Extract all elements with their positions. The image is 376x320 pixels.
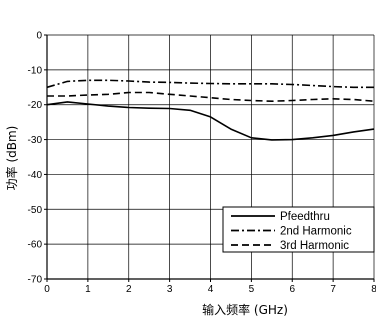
x-tick-label: 4	[208, 284, 214, 295]
y-tick-label: -40	[28, 170, 43, 181]
y-tick-label: -50	[28, 205, 43, 216]
x-tick-label: 8	[371, 284, 376, 295]
series-line-pfeedthru	[46, 101, 375, 141]
x-tick-label: 0	[44, 284, 50, 295]
axes	[44, 34, 375, 282]
y-tick-label: 0	[36, 31, 42, 42]
x-tick-label: 7	[330, 284, 336, 295]
x-tick-label: 2	[126, 284, 132, 295]
y-axis-label: 功率 (dBm)	[4, 126, 19, 191]
x-tick-label: 3	[167, 284, 173, 295]
x-tick-label: 5	[249, 284, 255, 295]
x-tick-label: 6	[289, 284, 295, 295]
legend-label: 3rd Harmonic	[280, 240, 349, 252]
tick-labels: 0 1 2 3 4 5 6 7 8 0 -10 -20 -30 -40 -50 -60 -70	[28, 31, 376, 296]
legend-label: 2nd Harmonic	[280, 226, 352, 238]
series-line-2nd-harmonic	[46, 79, 374, 89]
x-axis-label: 输入频率 (GHz)	[202, 302, 288, 317]
legend: Pfeedthru 2nd Harmonic 3rd Harmonic	[222, 206, 375, 253]
series-group	[46, 79, 375, 141]
y-tick-label: -70	[28, 275, 43, 286]
y-tick-label: -20	[28, 100, 43, 111]
y-tick-label: -10	[28, 65, 43, 76]
y-tick-label: -30	[28, 135, 43, 146]
y-tick-label: -60	[28, 240, 43, 251]
legend-label: Pfeedthru	[280, 211, 330, 223]
x-tick-label: 1	[85, 284, 91, 295]
